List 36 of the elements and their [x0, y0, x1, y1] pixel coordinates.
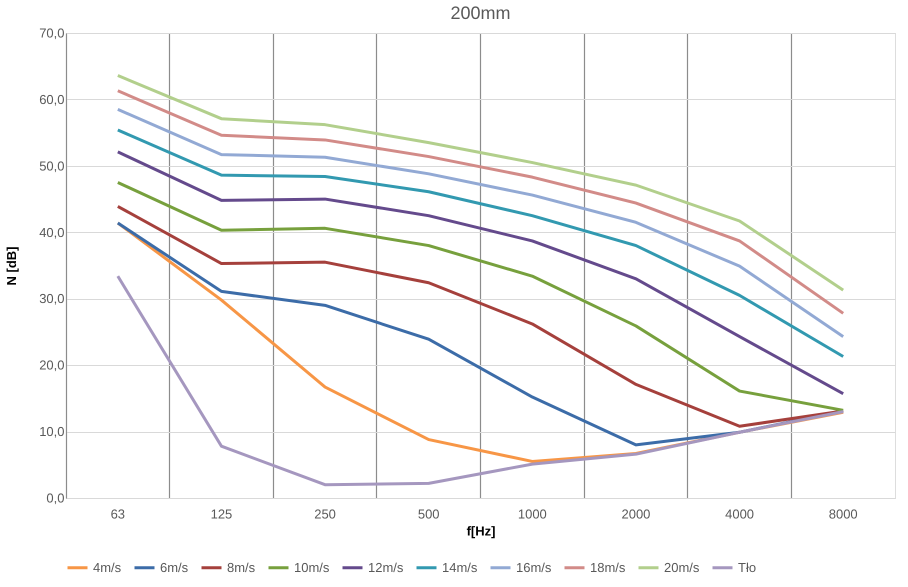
x-tick-label: 125	[210, 506, 232, 522]
legend-label: Tło	[738, 560, 756, 575]
line-series	[116, 274, 845, 486]
x-tick-label: 63	[110, 506, 126, 522]
y-axis-title: N [dB]	[4, 246, 20, 286]
y-tick-label: 40,0	[39, 224, 64, 240]
y-tick-label: 50,0	[39, 158, 64, 174]
y-tick-label: 0,0	[46, 490, 64, 506]
x-tick-label: 4000	[725, 506, 754, 522]
legend-label: 8m/s	[227, 560, 256, 575]
line-series	[116, 150, 845, 396]
chart-title: 200mm	[450, 3, 511, 23]
x-tick-label: 1000	[518, 506, 547, 522]
x-tick-label: 8000	[828, 506, 858, 522]
legend-label: 18m/s	[590, 560, 626, 575]
x-tick-label: 500	[418, 506, 440, 522]
x-tick-label: 2000	[621, 506, 650, 522]
y-tick-label: 10,0	[39, 424, 64, 440]
y-tick-label: 30,0	[39, 291, 64, 306]
line-series	[116, 74, 845, 292]
legend-label: 16m/s	[516, 560, 552, 575]
line-series	[116, 128, 845, 358]
legend-label: 10m/s	[294, 560, 330, 575]
legend-label: 12m/s	[368, 560, 404, 575]
line-series	[116, 89, 845, 315]
line-series	[116, 180, 845, 412]
legend-label: 4m/s	[93, 560, 122, 575]
legend-label: 14m/s	[442, 560, 478, 575]
legend-label: 20m/s	[664, 560, 700, 575]
y-tick-label: 20,0	[39, 358, 64, 373]
x-axis-title: f[Hz]	[466, 524, 496, 538]
y-tick-label: 70,0	[39, 26, 64, 40]
x-tick-label: 250	[314, 506, 336, 522]
y-tick-label: 60,0	[39, 92, 64, 107]
line-series	[116, 108, 845, 338]
legend-label: 6m/s	[160, 560, 189, 575]
